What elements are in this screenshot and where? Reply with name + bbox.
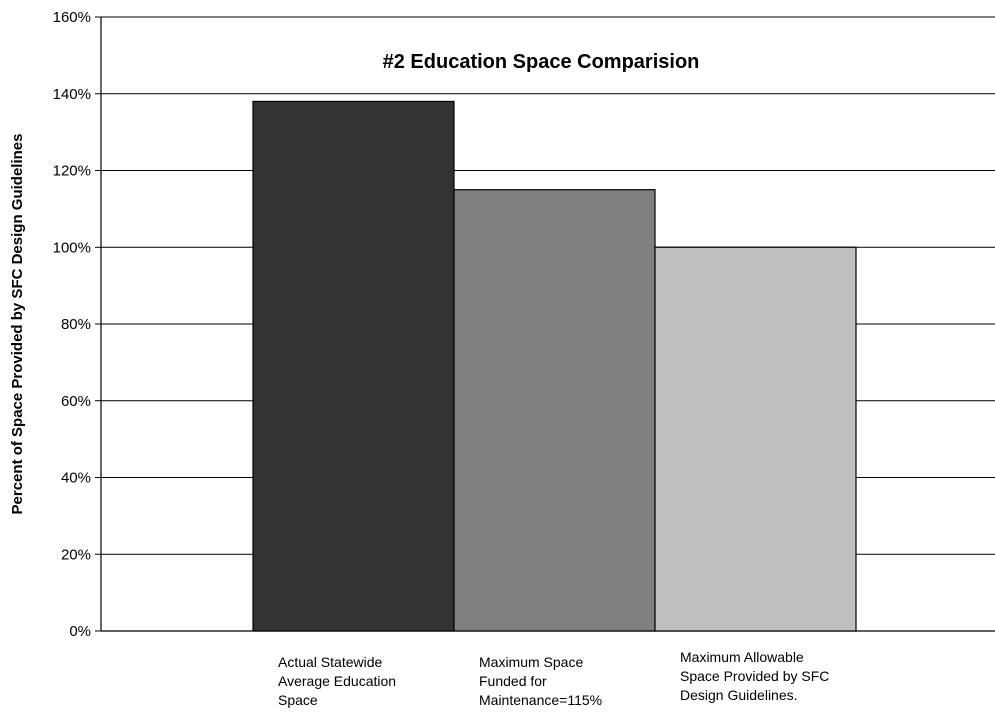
y-tick-label: 160%	[53, 9, 91, 26]
y-tick-label: 60%	[61, 393, 91, 410]
x-category-label: Maximum Space Funded for Maintenance=115…	[479, 654, 603, 708]
bar	[453, 189, 656, 632]
y-tick-label: 140%	[53, 86, 91, 103]
y-tick-label: 120%	[53, 163, 91, 180]
x-category-label: Maximum Allowable Space Provided by SFC …	[680, 649, 830, 703]
y-tick-label: 40%	[61, 470, 91, 487]
bars	[252, 100, 857, 632]
y-tick-label: 80%	[61, 316, 91, 333]
bar	[654, 246, 857, 632]
bar	[252, 100, 455, 632]
x-category-label: Actual Statewide Average Education Space	[278, 654, 397, 708]
y-tick-label: 100%	[53, 239, 91, 256]
chart-title: #2 Education Space Comparision	[383, 51, 700, 73]
y-axis-label: Percent of Space Provided by SFC Design …	[9, 134, 26, 515]
y-tick-label: 20%	[61, 546, 91, 563]
y-tick-labels: 0% 20% 40% 60% 80% 100% 120% 140% 160%	[53, 9, 101, 640]
y-tick-label: 0%	[69, 623, 91, 640]
